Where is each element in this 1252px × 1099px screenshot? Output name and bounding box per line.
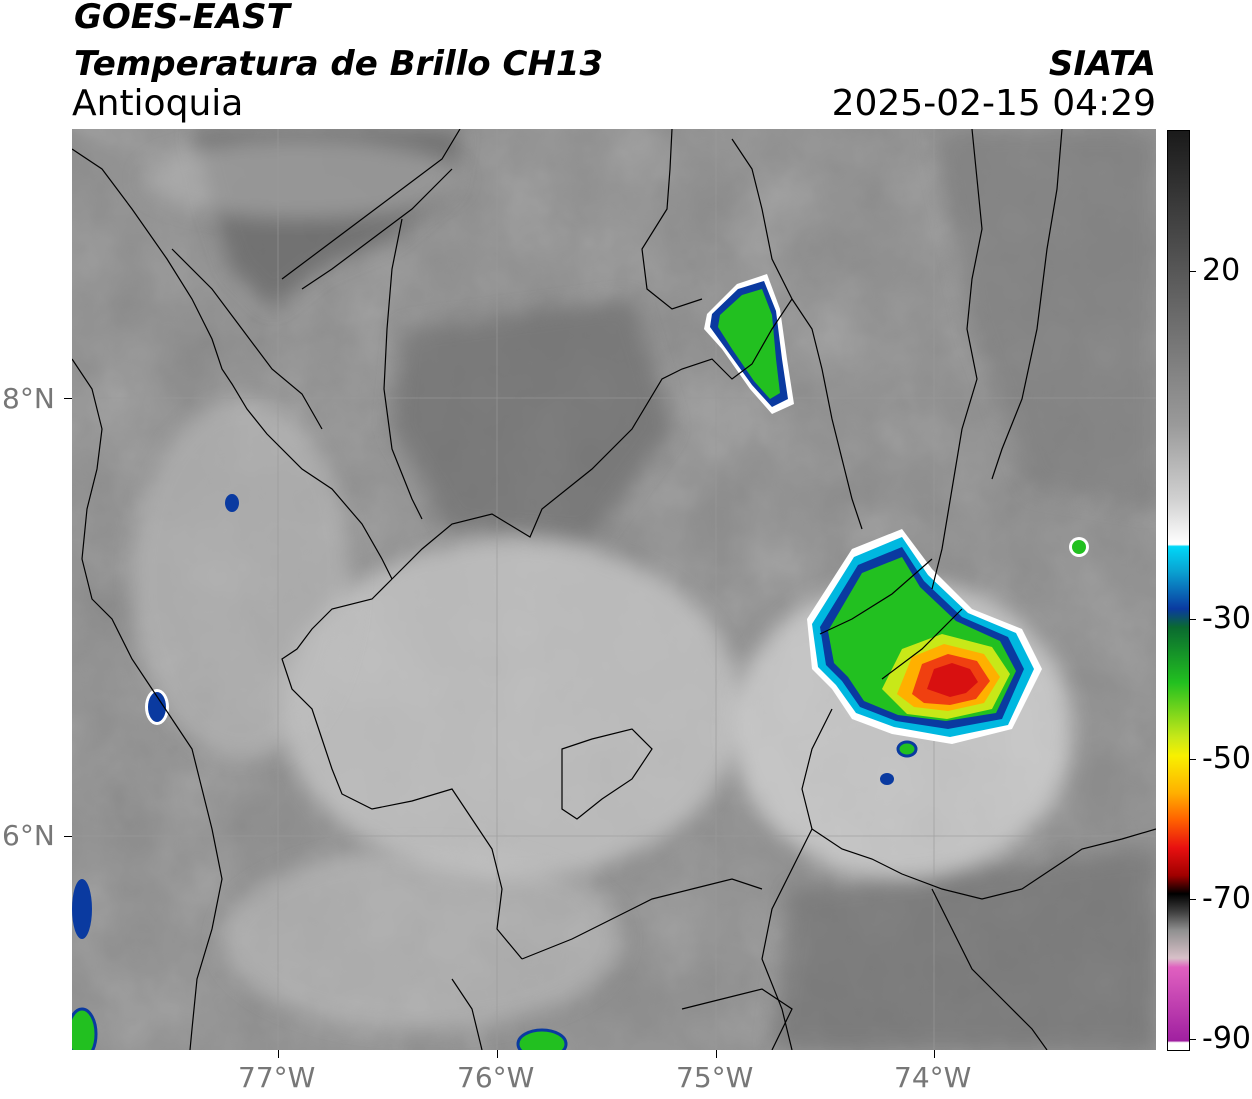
ytick-6n	[64, 836, 72, 837]
xtick-74w	[934, 1050, 935, 1058]
dark-region-east	[932, 129, 1156, 509]
small-cells	[72, 494, 1089, 1050]
cbar-tick-m50	[1189, 759, 1196, 760]
lon-label-74w: 74°W	[894, 1061, 972, 1094]
cbar-label-m30: -30	[1202, 601, 1251, 636]
bright-cloud-north	[142, 139, 462, 219]
title-line-1: GOES-EAST	[74, 0, 290, 37]
region-label: Antioquia	[72, 83, 244, 124]
gridlines	[72, 129, 1156, 1050]
cbar-tick-m70	[1189, 899, 1196, 900]
bright-cloud-west	[132, 399, 352, 759]
cbar-tick-m90	[1189, 1039, 1196, 1040]
xtick-76w	[497, 1050, 498, 1058]
cbar-label-m70: -70	[1202, 881, 1251, 916]
cbar-label-m50: -50	[1202, 741, 1251, 776]
satellite-map[interactable]	[72, 129, 1156, 1050]
lon-label-77w: 77°W	[238, 1061, 316, 1094]
storm-north	[704, 274, 794, 414]
cbar-tick-20	[1189, 271, 1196, 272]
brand-label: SIATA	[1048, 44, 1156, 84]
ytick-8n	[64, 398, 72, 399]
cbar-label-m90: -90	[1202, 1021, 1251, 1056]
dark-region-southeast	[772, 849, 1156, 1050]
lat-label-6n: 6°N	[2, 819, 55, 852]
cbar-tick-m30	[1189, 619, 1196, 620]
boundaries	[72, 129, 1156, 1050]
xtick-75w	[716, 1050, 717, 1058]
bright-cloud-central	[282, 539, 742, 879]
colorbar	[1167, 130, 1190, 1051]
lat-label-8n: 8°N	[2, 382, 55, 415]
bright-cloud-south	[222, 849, 622, 1029]
datetime-label: 2025-02-15 04:29	[831, 83, 1156, 124]
cbar-label-20: 20	[1202, 253, 1241, 288]
title-line-2: Temperatura de Brillo CH13	[74, 44, 604, 84]
xtick-77w	[278, 1050, 279, 1058]
lon-label-75w: 75°W	[676, 1061, 754, 1094]
lon-label-76w: 76°W	[457, 1061, 535, 1094]
dark-region-north	[392, 299, 672, 539]
